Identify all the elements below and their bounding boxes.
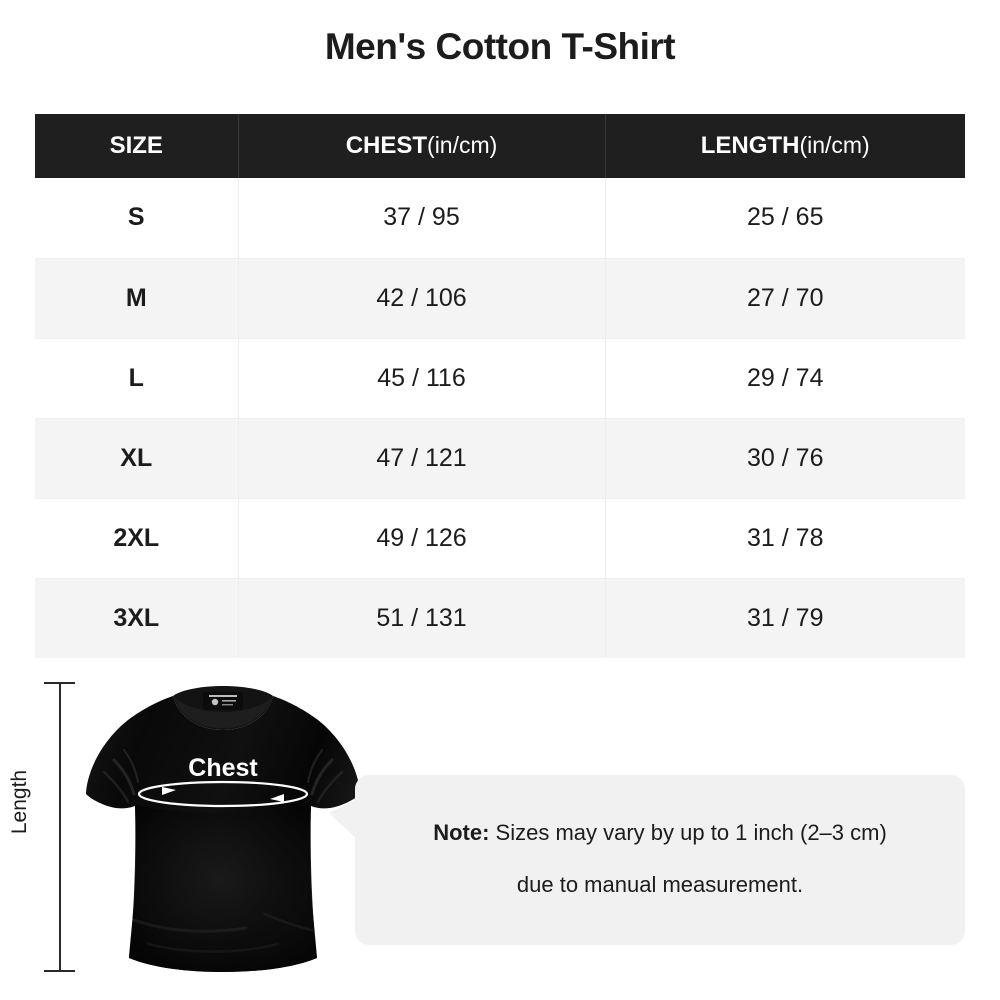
tshirt-sleeve-folds-right	[306, 748, 344, 804]
column-header-length-unit: (in/cm)	[799, 132, 870, 158]
table-row: 3XL 51 / 131 31 / 79	[35, 578, 965, 658]
note-line-1: Sizes may vary by up to 1 inch (2–3 cm)	[489, 820, 887, 845]
note-text: Note: Sizes may vary by up to 1 inch (2–…	[379, 807, 941, 911]
note-lead: Note:	[433, 820, 490, 845]
cell-length: 30 / 76	[605, 418, 965, 499]
dimension-cap-top	[44, 682, 75, 684]
dimension-cap-bottom	[44, 970, 75, 972]
table-row: 2XL 49 / 126 31 / 78	[35, 498, 965, 579]
cell-size: 2XL	[35, 498, 239, 579]
column-header-chest-unit: (in/cm)	[427, 132, 498, 158]
column-header-size-label: SIZE	[109, 132, 163, 159]
dimension-rule	[59, 683, 61, 971]
column-header-length: LENGTH(in/cm)	[605, 114, 965, 178]
cell-size: 3XL	[35, 578, 239, 658]
page-title: Men's Cotton T-Shirt	[324, 26, 676, 67]
column-header-chest-label: CHEST	[345, 132, 428, 159]
cell-chest: 37 / 95	[238, 178, 606, 259]
tshirt-torso-shading	[129, 804, 317, 972]
cell-chest: 47 / 121	[238, 418, 606, 499]
cell-length: 25 / 65	[605, 178, 965, 259]
cell-size: S	[35, 178, 239, 259]
chest-label: Chest	[188, 754, 258, 782]
table-header-row: SIZE CHEST(in/cm) LENGTH(in/cm)	[35, 114, 965, 178]
measurement-illustration: Length	[0, 668, 1000, 1000]
table-row: M 42 / 106 27 / 70	[35, 258, 965, 339]
column-header-size: SIZE	[35, 114, 239, 178]
note-callout: Note: Sizes may vary by up to 1 inch (2–…	[329, 775, 965, 945]
table-row: XL 47 / 121 30 / 76	[35, 418, 965, 499]
cell-chest: 45 / 116	[238, 338, 606, 419]
table-row: L 45 / 116 29 / 74	[35, 338, 965, 419]
cell-length: 31 / 78	[605, 498, 965, 579]
cell-length: 29 / 74	[605, 338, 965, 419]
tshirt-sleeve-folds-left	[102, 748, 140, 804]
cell-size: L	[35, 338, 239, 419]
tshirt-collar-highlight	[175, 698, 271, 728]
tshirt-hem-folds	[132, 912, 314, 953]
tshirt-svg: Chest	[86, 686, 360, 972]
note-line-2: due to manual measurement.	[516, 872, 804, 897]
cell-chest: 49 / 126	[238, 498, 606, 579]
neck-tag-icon	[203, 692, 243, 710]
callout-tail	[329, 799, 357, 839]
cell-chest: 51 / 131	[238, 578, 606, 658]
column-header-chest: CHEST(in/cm)	[238, 114, 606, 178]
vertical-dimension-line-icon	[40, 678, 80, 976]
cell-length: 31 / 79	[605, 578, 965, 658]
chest-measure-ellipse-icon	[137, 780, 309, 808]
table-header: SIZE CHEST(in/cm) LENGTH(in/cm)	[35, 114, 965, 178]
length-label: Length	[4, 763, 36, 841]
tshirt-icon: Chest	[78, 676, 368, 976]
cell-size: M	[35, 258, 239, 339]
column-header-length-label: LENGTH	[700, 132, 800, 159]
table-row: S 37 / 95 25 / 65	[35, 178, 965, 259]
table-body: S 37 / 95 25 / 65 M 42 / 106 27 / 70 L 4…	[35, 178, 965, 658]
cell-size: XL	[35, 418, 239, 499]
cell-chest: 42 / 106	[238, 258, 606, 339]
size-chart-table: SIZE CHEST(in/cm) LENGTH(in/cm) S 37 / 9…	[35, 114, 965, 658]
cell-length: 27 / 70	[605, 258, 965, 339]
